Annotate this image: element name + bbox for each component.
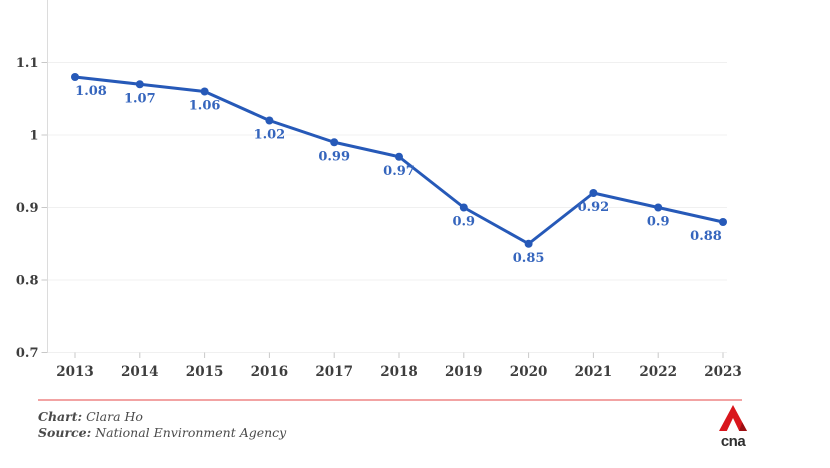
cna-logo: cna xyxy=(719,405,747,448)
x-tick-label: 2020 xyxy=(510,364,548,380)
data-point[interactable] xyxy=(654,203,663,212)
data-point[interactable] xyxy=(459,203,468,212)
data-point[interactable] xyxy=(719,218,727,226)
footer-divider xyxy=(38,399,742,401)
cna-logo-text: cna xyxy=(721,433,747,448)
data-point-label: 0.85 xyxy=(513,251,545,266)
source-credit-label: Source: xyxy=(38,425,92,440)
data-point-label: 0.92 xyxy=(578,200,610,215)
y-tick-label: 1 xyxy=(29,129,38,144)
source-credit-value: National Environment Agency xyxy=(95,425,287,440)
data-point[interactable] xyxy=(135,80,144,89)
data-point[interactable] xyxy=(589,189,598,197)
y-tick-label: 0.7 xyxy=(16,346,39,361)
chart-credit-value: Clara Ho xyxy=(86,409,143,424)
source-credit-line: Source: National Environment Agency xyxy=(38,425,286,441)
data-point[interactable] xyxy=(200,87,209,96)
data-point-label: 1.02 xyxy=(254,128,286,143)
x-tick-label: 2022 xyxy=(639,364,677,380)
data-point-label: 1.07 xyxy=(124,91,156,106)
data-point[interactable] xyxy=(395,152,403,161)
y-tick-label: 1.1 xyxy=(16,56,39,71)
x-tick-label: 2019 xyxy=(445,364,483,380)
x-tick-label: 2013 xyxy=(56,364,94,380)
x-tick-label: 2015 xyxy=(186,364,224,380)
chart-credit-line: Chart: Clara Ho xyxy=(38,409,286,425)
data-point[interactable] xyxy=(524,239,533,248)
x-tick-label: 2017 xyxy=(315,364,353,380)
data-point[interactable] xyxy=(71,73,79,81)
data-point[interactable] xyxy=(330,138,339,147)
line-chart: 1.1 1 0.9 0.8 0.7 2013 2014 2015 2016 2017 2018 201… xyxy=(16,0,742,380)
y-tick-label: 0.8 xyxy=(16,274,39,289)
y-tick-label: 0.9 xyxy=(16,201,39,216)
data-point-label: 1.08 xyxy=(75,84,107,99)
data-point-label: 0.88 xyxy=(690,229,722,244)
data-point-label: 0.99 xyxy=(318,149,350,164)
credits-block: Chart: Clara Ho Source: National Environ… xyxy=(38,409,286,441)
data-point[interactable] xyxy=(265,116,274,125)
chart-credit-label: Chart: xyxy=(38,409,83,424)
x-tick-label: 2021 xyxy=(575,364,613,380)
data-point-label: 0.97 xyxy=(383,164,415,179)
cna-logo-a-icon xyxy=(719,405,747,431)
x-tick-label: 2016 xyxy=(251,364,289,380)
x-tick-label: 2014 xyxy=(121,364,159,380)
data-point-label: 0.9 xyxy=(647,215,670,230)
data-point-label: 1.06 xyxy=(189,99,221,114)
x-tick-label: 2018 xyxy=(380,364,418,380)
data-point-label: 0.9 xyxy=(452,215,475,230)
x-tick-label: 2023 xyxy=(704,364,742,380)
cna-logo-a-shade-icon xyxy=(739,422,747,431)
